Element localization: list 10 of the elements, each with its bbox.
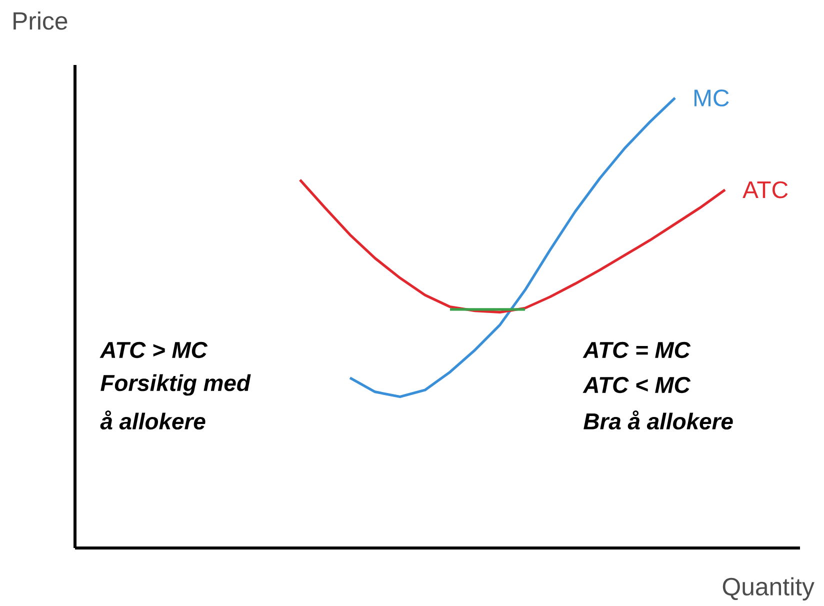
annotation: Forsiktig med <box>100 374 251 396</box>
annotation: Bra å allokere <box>584 410 733 430</box>
x-axis-title: Quantity <box>722 577 814 600</box>
annotation: å allokere <box>100 410 206 430</box>
series-label: MC <box>694 90 729 106</box>
series-label: ATC <box>742 181 788 198</box>
annotation: ATC > MC <box>100 342 208 358</box>
annotation: ATC < MC <box>582 376 691 394</box>
y-axis-title: Price <box>14 12 68 30</box>
annotation: ATC = MC <box>582 342 691 358</box>
